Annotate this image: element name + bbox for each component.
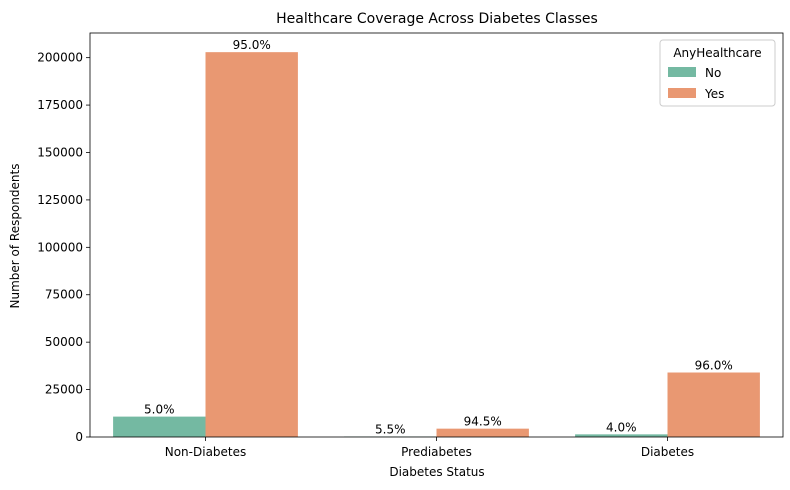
y-tick-label: 175000 (37, 98, 83, 112)
y-tick-label: 100000 (37, 240, 83, 254)
bar-yes-diabetes (667, 372, 760, 437)
chart-title: Healthcare Coverage Across Diabetes Clas… (276, 11, 598, 27)
bar-yes-prediabetes (436, 428, 529, 437)
y-tick-label: 125000 (37, 193, 83, 207)
legend-label-yes: Yes (704, 87, 724, 101)
data-label: 5.0% (144, 403, 175, 417)
legend-swatch-no (668, 67, 696, 77)
y-tick-label: 25000 (45, 383, 83, 397)
bar-no-diabetes (575, 434, 668, 437)
x-tick-label: Prediabetes (401, 445, 472, 459)
data-label: 95.0% (233, 38, 271, 52)
legend-title: AnyHealthcare (673, 46, 761, 60)
x-axis-label: Diabetes Status (389, 465, 484, 479)
y-tick-label: 75000 (45, 288, 83, 302)
x-tick-label: Non-Diabetes (165, 445, 247, 459)
data-label: 94.5% (464, 415, 502, 429)
legend: AnyHealthcare No Yes (659, 39, 776, 107)
y-tick-label: 50000 (45, 335, 83, 349)
legend-label-no: No (705, 66, 721, 80)
y-tick-label: 0 (75, 430, 83, 444)
bar-yes-non-diabetes (205, 52, 298, 438)
y-tick-label: 200000 (37, 51, 83, 65)
legend-swatch-yes (668, 88, 696, 98)
y-tick-label: 150000 (37, 145, 83, 159)
bar-no-non-diabetes (113, 416, 206, 437)
data-label: 96.0% (695, 359, 733, 373)
x-tick-label: Diabetes (641, 445, 694, 459)
data-label: 5.5% (375, 423, 406, 437)
data-label: 4.0% (606, 420, 637, 434)
y-axis-label: Number of Respondents (8, 164, 22, 309)
